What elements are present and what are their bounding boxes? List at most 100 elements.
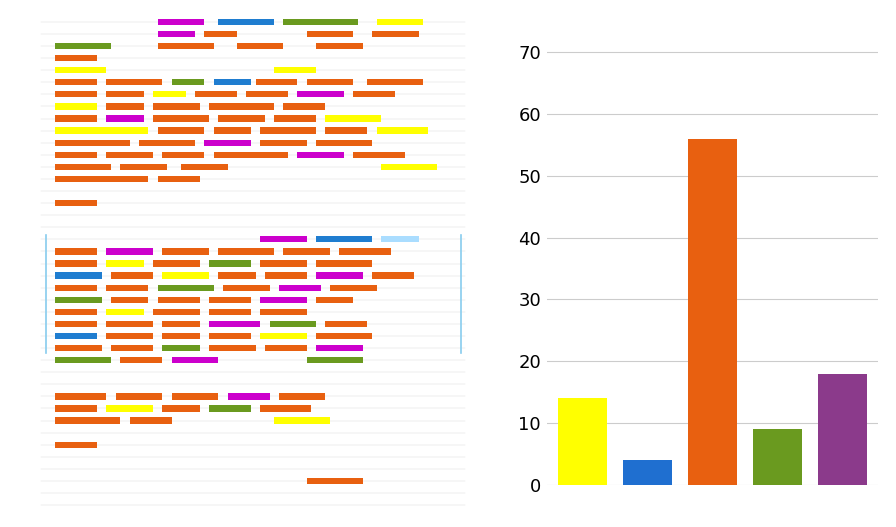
FancyBboxPatch shape <box>162 321 200 327</box>
FancyBboxPatch shape <box>260 405 312 412</box>
FancyBboxPatch shape <box>306 478 363 484</box>
FancyBboxPatch shape <box>139 140 195 146</box>
FancyBboxPatch shape <box>56 79 97 85</box>
FancyBboxPatch shape <box>107 309 143 315</box>
FancyBboxPatch shape <box>270 321 316 327</box>
FancyBboxPatch shape <box>56 345 102 351</box>
FancyBboxPatch shape <box>297 152 344 158</box>
FancyBboxPatch shape <box>107 91 143 97</box>
Bar <box>558 398 607 485</box>
FancyBboxPatch shape <box>219 115 265 122</box>
FancyBboxPatch shape <box>158 176 200 182</box>
FancyBboxPatch shape <box>283 19 358 25</box>
FancyBboxPatch shape <box>330 285 376 291</box>
FancyBboxPatch shape <box>283 103 325 110</box>
FancyBboxPatch shape <box>130 417 172 424</box>
FancyBboxPatch shape <box>56 115 97 122</box>
FancyBboxPatch shape <box>279 393 325 399</box>
FancyBboxPatch shape <box>56 260 97 267</box>
FancyBboxPatch shape <box>372 31 418 37</box>
FancyBboxPatch shape <box>209 103 274 110</box>
FancyBboxPatch shape <box>107 405 153 412</box>
FancyBboxPatch shape <box>56 309 97 315</box>
FancyBboxPatch shape <box>260 128 316 134</box>
FancyBboxPatch shape <box>56 103 97 110</box>
FancyBboxPatch shape <box>204 31 237 37</box>
FancyBboxPatch shape <box>162 333 200 339</box>
FancyBboxPatch shape <box>246 91 289 97</box>
FancyBboxPatch shape <box>158 43 213 49</box>
Bar <box>818 374 866 485</box>
FancyBboxPatch shape <box>56 43 111 49</box>
FancyBboxPatch shape <box>172 357 219 363</box>
FancyBboxPatch shape <box>316 140 372 146</box>
Bar <box>688 139 737 485</box>
FancyBboxPatch shape <box>209 260 251 267</box>
FancyBboxPatch shape <box>162 345 200 351</box>
FancyBboxPatch shape <box>56 442 97 448</box>
FancyBboxPatch shape <box>162 248 209 255</box>
FancyBboxPatch shape <box>260 297 306 303</box>
FancyBboxPatch shape <box>306 31 353 37</box>
FancyBboxPatch shape <box>56 357 111 363</box>
FancyBboxPatch shape <box>111 297 149 303</box>
FancyBboxPatch shape <box>213 79 251 85</box>
FancyBboxPatch shape <box>316 272 363 279</box>
FancyBboxPatch shape <box>213 152 289 158</box>
FancyBboxPatch shape <box>297 91 344 97</box>
FancyBboxPatch shape <box>228 393 270 399</box>
FancyBboxPatch shape <box>260 309 306 315</box>
FancyBboxPatch shape <box>56 128 149 134</box>
FancyBboxPatch shape <box>353 152 405 158</box>
FancyBboxPatch shape <box>56 176 149 182</box>
FancyBboxPatch shape <box>116 393 162 399</box>
FancyBboxPatch shape <box>153 91 185 97</box>
FancyBboxPatch shape <box>107 79 162 85</box>
FancyBboxPatch shape <box>153 260 200 267</box>
FancyBboxPatch shape <box>56 248 97 255</box>
FancyBboxPatch shape <box>56 91 97 97</box>
FancyBboxPatch shape <box>372 272 414 279</box>
FancyBboxPatch shape <box>56 164 111 170</box>
FancyBboxPatch shape <box>306 79 353 85</box>
FancyBboxPatch shape <box>274 67 316 73</box>
FancyBboxPatch shape <box>153 309 200 315</box>
FancyBboxPatch shape <box>111 272 153 279</box>
FancyBboxPatch shape <box>382 164 437 170</box>
FancyBboxPatch shape <box>56 285 97 291</box>
FancyBboxPatch shape <box>260 140 306 146</box>
FancyBboxPatch shape <box>158 285 213 291</box>
FancyBboxPatch shape <box>316 297 353 303</box>
FancyBboxPatch shape <box>306 357 363 363</box>
FancyBboxPatch shape <box>107 260 143 267</box>
FancyBboxPatch shape <box>219 19 274 25</box>
FancyBboxPatch shape <box>209 297 251 303</box>
FancyBboxPatch shape <box>56 393 107 399</box>
FancyBboxPatch shape <box>111 345 153 351</box>
FancyBboxPatch shape <box>265 345 306 351</box>
FancyBboxPatch shape <box>56 272 102 279</box>
FancyBboxPatch shape <box>120 164 167 170</box>
FancyBboxPatch shape <box>162 152 204 158</box>
FancyBboxPatch shape <box>56 55 97 61</box>
FancyBboxPatch shape <box>382 236 418 242</box>
FancyBboxPatch shape <box>158 19 204 25</box>
FancyBboxPatch shape <box>209 405 251 412</box>
FancyBboxPatch shape <box>204 140 251 146</box>
FancyBboxPatch shape <box>56 333 97 339</box>
FancyBboxPatch shape <box>172 79 204 85</box>
FancyBboxPatch shape <box>265 272 306 279</box>
FancyBboxPatch shape <box>209 309 251 315</box>
FancyBboxPatch shape <box>274 417 330 424</box>
FancyBboxPatch shape <box>195 91 237 97</box>
FancyBboxPatch shape <box>56 152 97 158</box>
FancyBboxPatch shape <box>107 285 149 291</box>
FancyBboxPatch shape <box>325 115 382 122</box>
FancyBboxPatch shape <box>56 417 120 424</box>
FancyBboxPatch shape <box>219 248 274 255</box>
FancyBboxPatch shape <box>260 260 306 267</box>
FancyBboxPatch shape <box>316 236 372 242</box>
FancyBboxPatch shape <box>56 297 102 303</box>
FancyBboxPatch shape <box>255 79 297 85</box>
FancyBboxPatch shape <box>107 152 153 158</box>
